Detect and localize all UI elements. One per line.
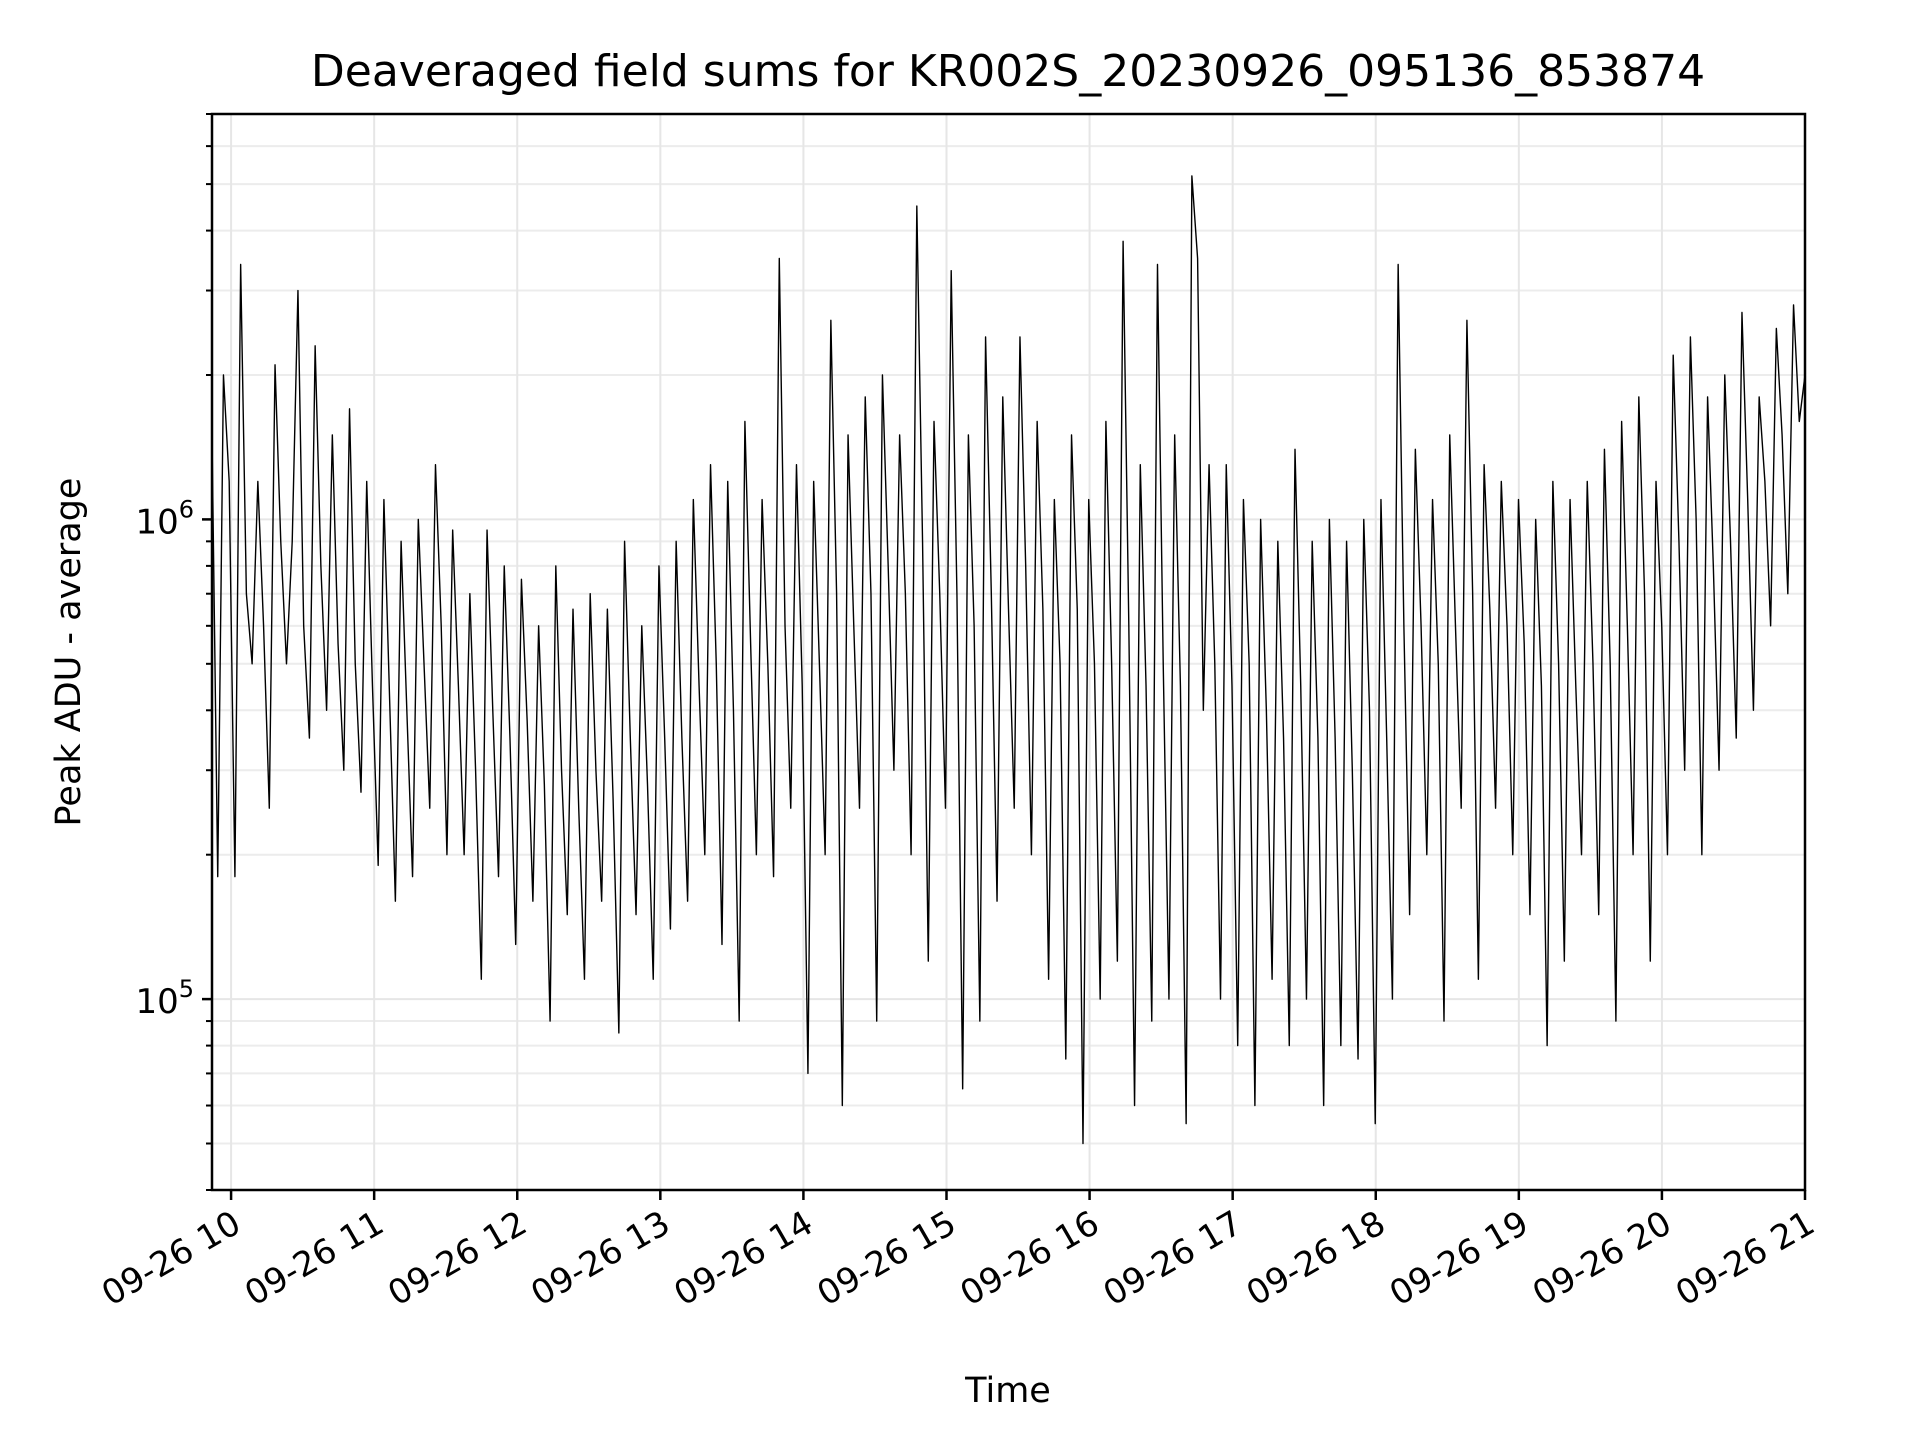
x-axis-title: Time bbox=[964, 1371, 1051, 1411]
chart-title: Deaveraged field sums for KR002S_2023092… bbox=[311, 46, 1705, 97]
series-line bbox=[211, 175, 1806, 1145]
y-tick-label: 105 bbox=[135, 975, 194, 1022]
y-tick-label: 106 bbox=[135, 495, 194, 542]
y-axis-title: Peak ADU - average bbox=[49, 478, 89, 827]
plot-frame bbox=[210, 112, 1807, 1192]
y-axis: 105 106 bbox=[135, 113, 212, 1191]
